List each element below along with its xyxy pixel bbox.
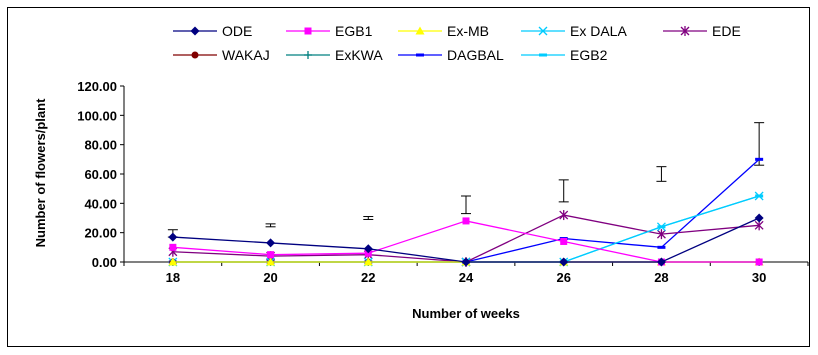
legend-marker xyxy=(304,27,312,35)
y-tick-label: 0.00 xyxy=(92,255,117,270)
legend: ODE EGB1 Ex-MB Ex DALA EDE WAKAJ ExKWA DAGBAL EG… xyxy=(173,23,741,63)
data-point-ede xyxy=(656,229,666,240)
legend-marker xyxy=(190,26,200,36)
legend-label: DAGBAL xyxy=(447,47,504,63)
x-tick-label: 18 xyxy=(166,270,180,285)
x-axis-title: Number of weeks xyxy=(412,306,520,321)
series-lines xyxy=(168,157,764,267)
x-tick-label: 24 xyxy=(459,270,474,285)
legend-marker xyxy=(416,53,424,57)
data-point-ode xyxy=(461,257,471,267)
data-point-ode xyxy=(363,244,373,254)
legend-label: Ex-MB xyxy=(447,23,489,39)
legend-marker xyxy=(415,26,425,35)
data-point-dagbal xyxy=(755,157,764,161)
data-point-ode xyxy=(168,232,178,242)
legend-label: EGB1 xyxy=(335,23,373,39)
legend-label: ODE xyxy=(222,23,252,39)
x-tick-label: 26 xyxy=(556,270,570,285)
data-point-ode xyxy=(754,213,764,223)
data-point-ede xyxy=(559,210,569,221)
axes: 0.00 20.00 40.00 60.00 80.00 100.00 120.00 18 20… xyxy=(77,79,809,285)
y-tick-label: 40.00 xyxy=(84,196,117,211)
legend-label: ExKWA xyxy=(335,47,383,63)
legend-item-dagbal: DAGBAL xyxy=(398,47,504,63)
data-point-egb1 xyxy=(560,237,568,245)
data-point-ex-mb xyxy=(363,257,373,266)
y-axis-title: Number of flowers/plant xyxy=(33,98,48,247)
legend-marker xyxy=(539,53,547,57)
data-point-ode xyxy=(266,238,276,248)
series-ode xyxy=(168,213,764,267)
data-point-egb1 xyxy=(755,258,763,266)
legend-item-ex-mb: Ex-MB xyxy=(398,23,489,39)
y-tick-label: 80.00 xyxy=(84,138,117,153)
data-point-dagbal xyxy=(657,245,666,249)
data-point-ex-dala xyxy=(754,191,764,201)
y-tick-label: 60.00 xyxy=(84,167,117,182)
legend-item-ede: EDE xyxy=(663,23,741,39)
legend-item-ode: ODE xyxy=(173,23,252,39)
x-tick-label: 28 xyxy=(654,270,668,285)
x-tick-label: 22 xyxy=(361,270,375,285)
legend-item-wakaj: WAKAJ xyxy=(173,47,270,63)
data-point-egb1 xyxy=(169,243,177,251)
chart-frame xyxy=(7,7,810,347)
data-point-ex-mb xyxy=(168,257,178,266)
data-point-ode xyxy=(656,257,666,267)
legend-marker xyxy=(304,51,312,59)
legend-label: WAKAJ xyxy=(222,47,270,63)
marker-stroke xyxy=(754,191,764,201)
legend-label: EDE xyxy=(712,23,741,39)
data-point-ex-mb xyxy=(266,257,276,266)
y-tick-label: 100.00 xyxy=(77,108,117,123)
data-point-egb1 xyxy=(462,217,470,225)
legend-item-ex-dala: Ex DALA xyxy=(521,23,627,39)
y-tick-label: 120.00 xyxy=(77,79,117,94)
legend-marker xyxy=(191,51,199,59)
data-point-egb1 xyxy=(267,251,275,259)
legend-item-egb2: EGB2 xyxy=(521,47,608,63)
legend-label: EGB2 xyxy=(570,47,608,63)
legend-marker xyxy=(538,26,548,36)
x-tick-label: 30 xyxy=(752,270,766,285)
legend-marker xyxy=(680,26,690,36)
legend-item-exkwa: ExKWA xyxy=(286,47,383,63)
legend-label: Ex DALA xyxy=(570,23,627,39)
marker-stroke xyxy=(656,222,666,232)
marker-stroke xyxy=(538,26,548,36)
y-tick-label: 20.00 xyxy=(84,226,117,241)
data-point-ode xyxy=(559,257,569,267)
data-point-ex-dala xyxy=(656,222,666,232)
x-tick-label: 20 xyxy=(263,270,277,285)
legend-item-egb1: EGB1 xyxy=(286,23,373,39)
